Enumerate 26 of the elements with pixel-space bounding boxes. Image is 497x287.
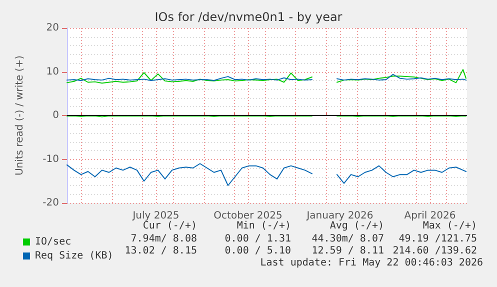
text: Max (-/+): [422, 220, 477, 232]
text: Cur (-/+): [142, 220, 197, 232]
text: 13.02 / 8.15: [124, 246, 197, 256]
y-tick-label: 20: [46, 22, 59, 34]
x-tick-label: July 2025: [132, 210, 180, 222]
legend-label: IO/sec: [35, 236, 72, 248]
y-tick-label: -10: [42, 154, 59, 165]
x-tick-label: April 2026: [404, 210, 456, 222]
text: 7.94m/ 8.08: [130, 234, 197, 244]
text: 44.30m/ 8.07: [312, 234, 384, 244]
legend-label: Req Size (KB): [35, 250, 114, 262]
text: 12.59 / 8.11: [312, 246, 384, 256]
y-tick-label: 0: [52, 110, 59, 121]
y-tick-label: 10: [46, 66, 59, 78]
text: 0.00 / 1.31: [224, 234, 291, 244]
y-tick-label: -20: [42, 198, 59, 208]
text: 49.19 /121.75: [398, 234, 477, 244]
text: Avg (-/+): [330, 220, 384, 232]
x-tick-label: January 2026: [306, 210, 374, 222]
text: 0.00 / 5.10: [224, 246, 291, 256]
y-axis-title: Units read (-) / write (+): [14, 55, 26, 176]
text: Last update: Fri May 22 00:46:03 2026: [260, 258, 484, 268]
x-tick-label: October 2025: [214, 210, 282, 222]
text: 214.60 /139.62: [392, 246, 477, 256]
text: Min (-/+): [236, 220, 291, 232]
chart-title: IOs for /dev/nvme0n1 - by year: [154, 10, 342, 24]
